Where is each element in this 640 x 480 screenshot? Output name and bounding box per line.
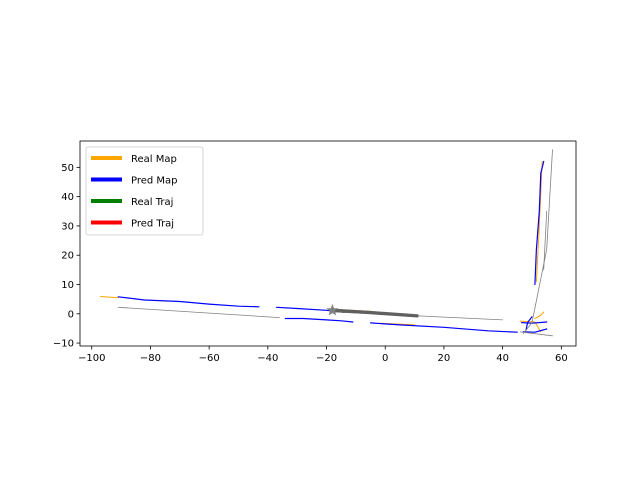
- series-line-0: [100, 296, 119, 299]
- legend-label: Pred Traj: [131, 219, 174, 230]
- legend-box: [85, 146, 204, 236]
- marker-layer: [326, 303, 339, 316]
- series-line-6: [117, 296, 260, 308]
- x-tick-label: 40: [496, 353, 509, 364]
- series-line-11: [522, 328, 548, 333]
- x-tick-label: −40: [257, 353, 278, 364]
- series-layer: [100, 149, 553, 337]
- y-tick-label: 50: [61, 163, 74, 174]
- series-line-20: [331, 309, 419, 318]
- y-tick-label: 0: [68, 309, 74, 320]
- y-tick-label: 20: [61, 251, 74, 262]
- series-line-16: [519, 331, 553, 337]
- y-tick-label: 30: [61, 221, 74, 232]
- ego-star-marker: [326, 303, 339, 316]
- series-line-3: [519, 320, 542, 333]
- series-line-5: [535, 161, 543, 283]
- series-line-18: [543, 210, 548, 271]
- legend-label: Pred Map: [131, 176, 178, 187]
- x-tick-label: −60: [199, 353, 220, 364]
- series-line-19: [331, 308, 419, 317]
- x-tick-label: −80: [140, 353, 161, 364]
- x-tick-label: −100: [78, 353, 105, 364]
- y-tick-label: 40: [61, 192, 74, 203]
- y-axis: −10 0 10 20 30 40 50: [53, 163, 80, 350]
- y-tick-label: −10: [53, 339, 74, 350]
- y-tick-label: 10: [61, 280, 74, 291]
- series-line-17: [522, 149, 553, 335]
- legend-label: Real Map: [131, 154, 177, 165]
- x-tick-label: 0: [382, 353, 388, 364]
- series-line-4: [534, 311, 545, 319]
- plot-frame: [79, 140, 577, 347]
- x-axis: −100 −80 −60 −40 −20 0 20 40 60: [78, 346, 568, 364]
- x-tick-label: −20: [316, 353, 337, 364]
- x-tick-label: 20: [438, 353, 451, 364]
- series-line-14: [117, 306, 280, 318]
- series-line-13: [534, 160, 545, 286]
- series-line-8: [284, 317, 354, 323]
- x-tick-label: 60: [555, 353, 568, 364]
- legend: Real Map Pred Map Real Traj Pred Traj: [85, 146, 204, 236]
- series-line-9: [370, 322, 518, 333]
- legend-label: Real Traj: [131, 197, 173, 208]
